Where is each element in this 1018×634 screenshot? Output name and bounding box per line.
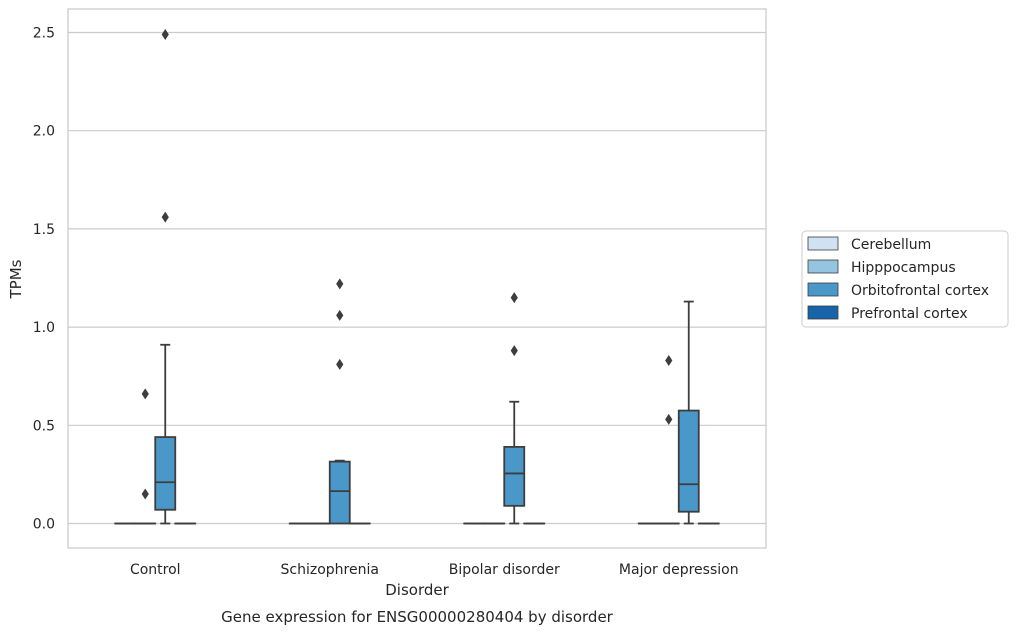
legend-swatch [807, 305, 839, 320]
outlier-point [665, 354, 673, 366]
y-tick-label: 1.0 [33, 320, 55, 336]
box-orbitofrontal-cortex [328, 278, 351, 525]
box-body [154, 436, 177, 511]
x-tick-label: Schizophrenia [281, 562, 379, 578]
y-tick-label: 2.0 [33, 124, 55, 140]
legend-label: Cerebellum [851, 237, 931, 253]
y-tick-label: 0.0 [33, 517, 55, 533]
outlier-point [336, 278, 344, 290]
x-tick-label: Bipolar disorder [449, 562, 560, 578]
box-body [503, 446, 526, 507]
outlier-point [336, 309, 344, 321]
outlier-point [665, 413, 673, 425]
legend-swatch [807, 282, 839, 297]
legend-label: Prefrontal cortex [851, 306, 968, 322]
x-tick-labels: Control Schizophrenia Bipolar disorder Majo… [130, 562, 739, 578]
x-tick-label: Control [130, 562, 181, 578]
box-hipppocampus [134, 388, 157, 525]
legend-frame [801, 230, 1009, 328]
y-tick-labels: 0.0 0.5 1.0 1.5 2.0 2.5 [33, 26, 55, 533]
legend-label: Hipppocampus [851, 260, 956, 276]
box-orbitofrontal-cortex [677, 300, 700, 525]
box-marks [114, 28, 720, 525]
outlier-point [161, 211, 169, 223]
outlier-point [161, 28, 169, 40]
legend: Cerebellum Hipppocampus Orbitofrontal cort… [801, 230, 1009, 328]
legend-label: Orbitofrontal cortex [851, 283, 989, 299]
y-tick-label: 1.5 [33, 222, 55, 238]
outlier-point [141, 388, 149, 400]
box-orbitofrontal-cortex [154, 28, 177, 525]
plot-frame [67, 8, 767, 549]
legend-swatch [807, 259, 839, 274]
chart-caption: Gene expression for ENSG00000280404 by d… [221, 608, 614, 626]
outlier-point [510, 292, 518, 304]
outlier-point [510, 345, 518, 357]
x-tick-label: Major depression [619, 562, 739, 578]
y-tick-label: 2.5 [33, 26, 55, 42]
box-body [328, 460, 351, 525]
y-axis-label: TPMs [7, 259, 25, 299]
x-axis-label: Disorder [385, 581, 449, 599]
y-tick-label: 0.5 [33, 418, 55, 434]
box-hipppocampus [657, 354, 680, 525]
outlier-point [141, 488, 149, 500]
box-orbitofrontal-cortex [503, 292, 526, 525]
box-body [677, 409, 700, 513]
outlier-point [336, 358, 344, 370]
legend-swatch [807, 236, 839, 251]
